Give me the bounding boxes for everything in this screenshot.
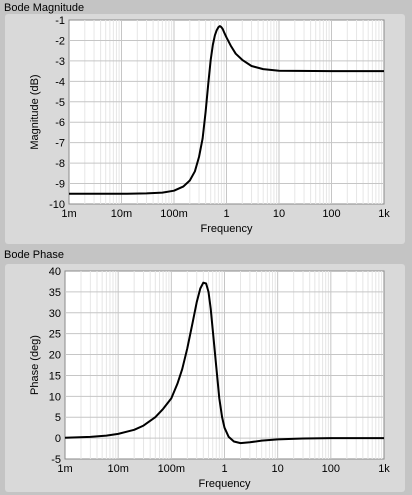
x-tick-label: 100 bbox=[322, 463, 340, 475]
y-tick-label: -6 bbox=[55, 117, 65, 129]
x-tick-label: 10m bbox=[111, 208, 132, 220]
y-tick-label: -7 bbox=[55, 138, 65, 150]
bode-phase-chart: 1m 10m 100m 1 10 100 1k 40 35 30 25 20 15 10 5 0 -5 Frequ… bbox=[5, 264, 405, 492]
y-tick-label: 25 bbox=[49, 329, 61, 341]
y-tick-label: -8 bbox=[55, 158, 65, 170]
x-tick-label: 1k bbox=[378, 208, 390, 220]
series-line bbox=[64, 281, 384, 445]
y-tick-label: -9 bbox=[55, 179, 65, 191]
y-axis-title: Magnitude (dB) bbox=[29, 74, 41, 149]
x-tick-label: 10m bbox=[107, 463, 128, 475]
bode-magnitude-panel: Bode Magnitude 1m 10m 100m 1 10 100 1k -1 -2 -3 -4… bbox=[0, 0, 412, 247]
y-tick-label: 35 bbox=[49, 287, 61, 299]
y-tick-label: 15 bbox=[49, 370, 61, 382]
x-tick-label: 100 bbox=[322, 208, 340, 220]
x-tick-label: 100m bbox=[158, 463, 186, 475]
x-tick-label: 10 bbox=[272, 463, 284, 475]
y-tick-label: 0 bbox=[55, 433, 61, 445]
x-axis-title: Frequency bbox=[201, 223, 253, 235]
x-tick-label: 100m bbox=[160, 208, 188, 220]
x-tick-label: 1 bbox=[223, 208, 229, 220]
y-tick-label: -5 bbox=[51, 454, 61, 466]
bode-magnitude-chart: 1m 10m 100m 1 10 100 1k -1 -2 -3 -4 -5 -6 -7 -8 -9 -10 Fr… bbox=[5, 14, 405, 244]
x-axis-title: Frequency bbox=[199, 478, 251, 490]
x-tick-label: 1m bbox=[61, 208, 76, 220]
bode-magnitude-title: Bode Magnitude bbox=[4, 2, 85, 14]
y-axis-title: Phase (deg) bbox=[29, 335, 41, 395]
y-tick-label: -5 bbox=[55, 97, 65, 109]
series-line bbox=[69, 25, 384, 195]
y-tick-label: -4 bbox=[55, 76, 65, 88]
x-tick-label: 1k bbox=[378, 463, 390, 475]
y-tick-label: 30 bbox=[49, 308, 61, 320]
y-tick-label: 10 bbox=[49, 391, 61, 403]
y-tick-label: -3 bbox=[55, 56, 65, 68]
x-tick-label: 1m bbox=[57, 463, 72, 475]
y-tick-label: -2 bbox=[55, 35, 65, 47]
x-tick-label: 1 bbox=[221, 463, 227, 475]
y-tick-label: 40 bbox=[49, 266, 61, 278]
y-tick-label: -10 bbox=[49, 199, 65, 211]
y-tick-label: 20 bbox=[49, 350, 61, 362]
y-tick-label: 5 bbox=[55, 412, 61, 424]
bode-phase-title: Bode Phase bbox=[4, 249, 64, 261]
bode-phase-panel: Bode Phase 1m 10m 100m 1 10 100 1k 40 35 30 25 20 15… bbox=[0, 247, 412, 495]
x-tick-label: 10 bbox=[273, 208, 285, 220]
y-tick-label: -1 bbox=[55, 15, 65, 27]
